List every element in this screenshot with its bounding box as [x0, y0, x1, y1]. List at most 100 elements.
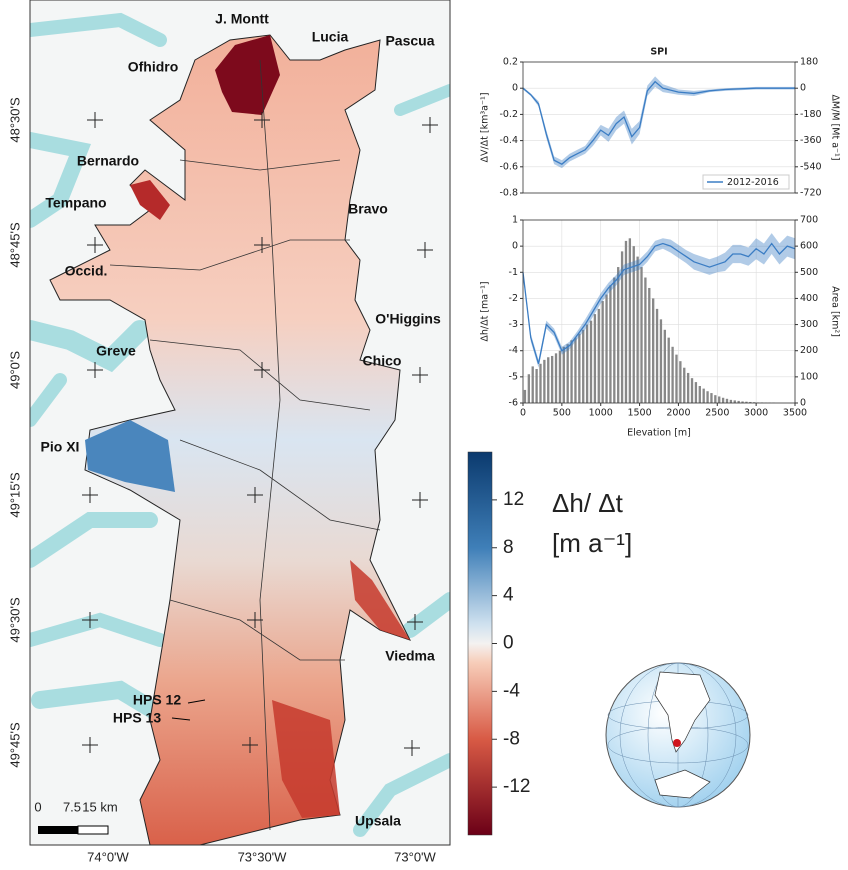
y-tick-label: -0.6 [499, 161, 518, 172]
cross [82, 612, 98, 628]
lat-label: 48°30'S [7, 97, 22, 143]
y2-axis-label: Area [km²] [830, 286, 841, 337]
y2-tick-label: 180 [800, 57, 818, 68]
line [522, 242, 796, 364]
colorbar [467, 451, 493, 836]
histogram-bar [593, 314, 597, 403]
histogram-bar [535, 369, 538, 403]
scale-bar-white [77, 825, 109, 835]
y2-tick-label: 0 [800, 398, 806, 409]
histogram-bar [624, 240, 628, 403]
cross [417, 242, 433, 258]
y-tick-label: -1 [509, 267, 518, 278]
histogram-bar [745, 401, 748, 403]
cross [254, 362, 270, 378]
y-tick-label: -5 [509, 371, 518, 382]
histogram-bar [644, 277, 647, 403]
glacier-label: O'Higgins [375, 311, 441, 327]
glacier-pioxi [85, 420, 175, 492]
plot-frame [522, 219, 796, 404]
histogram-bar [628, 238, 632, 403]
histogram-bar [543, 359, 546, 403]
colorbar-tick-label: 8 [503, 537, 514, 558]
cross [422, 117, 438, 133]
arrow [187, 699, 206, 704]
map-frame [29, 0, 451, 846]
histogram-bar [527, 374, 530, 403]
basin-boundaries [109, 59, 381, 831]
glacier-tempano [130, 180, 170, 220]
histogram-bar [679, 361, 682, 403]
y-tick-label: 1 [512, 215, 518, 226]
histogram-bar [694, 382, 698, 403]
histogram-bar [671, 346, 674, 403]
histogram-bar [675, 354, 678, 403]
x-axis-label: Elevation [m] [627, 428, 691, 439]
lon-label: 73°30'W [238, 849, 288, 864]
cross [87, 112, 103, 128]
colorbar-tick-label: 4 [503, 585, 514, 606]
histogram-bar [547, 357, 550, 403]
y2-tick-label: 300 [800, 319, 818, 330]
glacier-label: Tempano [45, 195, 106, 211]
cross [242, 737, 258, 753]
y2-tick-label: -360 [800, 135, 822, 146]
histogram-bar [659, 319, 663, 403]
scale-bar-black [38, 826, 78, 834]
cross [412, 367, 428, 383]
map [30, 0, 450, 845]
histogram-bar [640, 267, 643, 403]
histogram-bar [570, 340, 573, 403]
histogram-bar [531, 366, 534, 403]
glacier-label: Greve [96, 343, 136, 359]
glacier-label: Pio XI [41, 439, 80, 455]
y-tick-label: 0 [512, 83, 518, 94]
y2-tick-label: 500 [800, 267, 818, 278]
histogram-bar [714, 395, 717, 403]
histogram-bar [655, 308, 659, 403]
cross [404, 740, 420, 756]
histogram-bar [550, 355, 554, 403]
y-tick-label: 0.2 [503, 57, 518, 68]
histogram-bar [721, 397, 725, 403]
y2-tick-label: 700 [800, 215, 818, 226]
y-tick-label: -0.4 [499, 135, 518, 146]
cross [247, 487, 263, 503]
histogram-bar [733, 400, 736, 403]
glacier-label: Lucia [312, 29, 349, 45]
lat-label: 48°45'S [7, 222, 22, 268]
x-tick-label: 2500 [705, 408, 729, 419]
y2-axis-label: ΔM/M [Mt a⁻¹] [830, 94, 841, 160]
cross [247, 612, 263, 628]
colorbar-tick-label: -12 [503, 776, 530, 797]
lat-label: 49°30'S [7, 597, 22, 643]
icefield [49, 34, 411, 845]
cross [82, 487, 98, 503]
y-tick-label: -2 [509, 293, 518, 304]
histogram-bar [589, 320, 593, 403]
histogram-bar [613, 277, 616, 403]
x-tick-label: 500 [553, 408, 571, 419]
lat-label: 49°15'S [7, 472, 22, 518]
cross [412, 492, 428, 508]
glacier-label: Upsala [355, 813, 401, 829]
x-tick-label: 3500 [783, 408, 807, 419]
y2-tick-label: -180 [800, 109, 822, 120]
scale-label: 0 [34, 799, 41, 814]
histogram-bar [718, 396, 721, 403]
colorbar-tick-label: -4 [503, 680, 520, 701]
histogram-bar [597, 308, 600, 403]
locator-globe [605, 662, 751, 808]
y-tick-label: -4 [509, 345, 518, 356]
glacier-viedma [350, 560, 410, 640]
y2-tick-label: -720 [800, 188, 822, 199]
histogram-bar [601, 301, 604, 403]
y-tick-label: -3 [509, 319, 518, 330]
cross [407, 614, 423, 630]
chart-title: SPI [650, 47, 667, 58]
glacier-upsala [272, 700, 340, 818]
histogram-bar [686, 372, 690, 403]
x-tick-label: 1000 [589, 408, 613, 419]
y-tick-label: -0.8 [499, 188, 518, 199]
